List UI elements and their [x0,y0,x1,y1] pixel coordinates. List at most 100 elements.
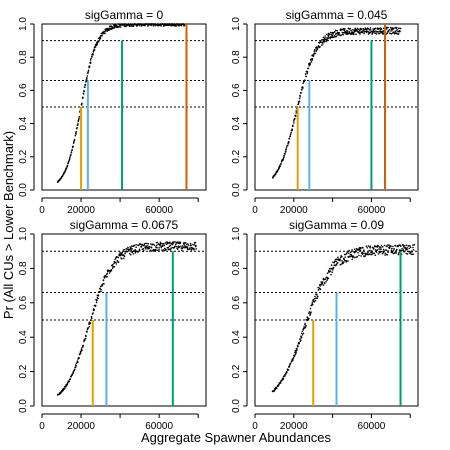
y-tick-label: 0.0 [18,183,29,197]
scatter-point [371,246,374,249]
scatter-point [297,345,299,348]
scatter-point [398,249,401,251]
scatter-point [290,131,293,134]
scatter-point [103,277,106,279]
scatter-point [332,33,334,35]
scatter-point [154,24,156,27]
scatter-point [348,249,351,252]
scatter-point [311,301,314,304]
scatter-point [376,249,379,251]
scatter-point [359,249,362,252]
scatter-point [115,263,118,265]
scatter-point [124,23,127,25]
x-tick-label: 0 [252,205,258,216]
scatter-point [165,248,167,251]
scatter-point [183,23,186,26]
scatter-point [100,288,102,291]
y-tick-label: 0.2 [18,364,29,378]
scatter-point [348,252,350,255]
scatter-point [137,244,140,247]
scatter-point [386,253,389,256]
scatter-point [385,28,388,30]
scatter-point [307,67,310,70]
scatter-point [316,295,319,298]
scatter-point [115,261,117,263]
scatter-point [304,73,307,75]
scatter-point [175,24,177,27]
scatter-point [346,30,349,32]
scatter-point [371,251,373,254]
scatter-point [127,246,129,249]
scatter-point [399,27,402,30]
scatter-point [405,249,407,251]
scatter-point [190,244,192,247]
scatter-point [97,40,100,43]
scatter-point [343,261,345,263]
x-tick-label: 60000 [145,421,173,432]
scatter-point [124,252,126,255]
y-tick-label: 0.4 [18,116,29,130]
scatter-point [370,249,372,252]
scatter-point [89,59,92,61]
scatter-point [150,249,152,251]
scatter-point [397,33,400,35]
scatter-point [333,261,335,264]
scatter-point [373,245,376,247]
scatter-point [93,49,96,51]
scatter-point [374,249,377,251]
scatter-point [67,381,69,384]
scatter-point [406,253,409,255]
scatter-point [118,254,121,257]
scatter-point [350,254,353,256]
scatter-point [84,83,87,86]
scatter-point [352,255,355,258]
scatter-point [295,352,297,354]
scatter-point [311,57,314,60]
scatter-point [389,32,391,34]
scatter-point [90,319,92,322]
scatter-point [82,344,85,347]
scatter-point [400,245,402,247]
scatter-point [115,23,117,26]
scatter-point [316,47,319,50]
scatter-point [314,52,317,55]
scatter-point [310,61,313,63]
scatter-point [193,248,195,251]
scatter-point [97,297,99,300]
scatter-point [335,263,338,266]
scatter-point [346,250,349,253]
scatter-point [380,244,383,247]
scatter-point [180,245,182,247]
y-tick-label: 1.0 [231,227,242,241]
x-tick-label: 20000 [280,205,308,216]
scatter-point [67,161,70,163]
scatter-point [378,248,380,250]
scatter-point [328,33,331,35]
scatter-point [411,250,413,253]
scatter-point [78,117,80,120]
scatter-point [130,245,133,247]
scatter-point [380,28,383,30]
scatter-point [406,246,408,249]
x-tick-label: 60000 [358,205,386,216]
scatter-point [388,244,390,246]
scatter-point [174,241,176,243]
scatter-point [76,126,78,129]
scatter-point [366,28,368,31]
scatter-point [145,242,148,245]
scatter-point [87,72,89,74]
scatter-point [393,27,395,30]
scatter-point [128,252,131,255]
panel-2: sigGamma = 0.045 0 20000 60000 0.0 0.2 0.4 0.6 0… [231,8,419,216]
x-tick-label: 0 [39,421,45,432]
scatter-point [96,43,98,46]
scatter-point [303,326,305,328]
scatter-point [354,256,356,259]
scatter-point [82,346,84,348]
scatter-point [369,245,372,247]
scatter-point [301,89,303,91]
scatter-point [160,25,162,27]
scatter-point [163,244,165,247]
scatter-point [324,36,326,39]
scatter-point [362,247,364,249]
